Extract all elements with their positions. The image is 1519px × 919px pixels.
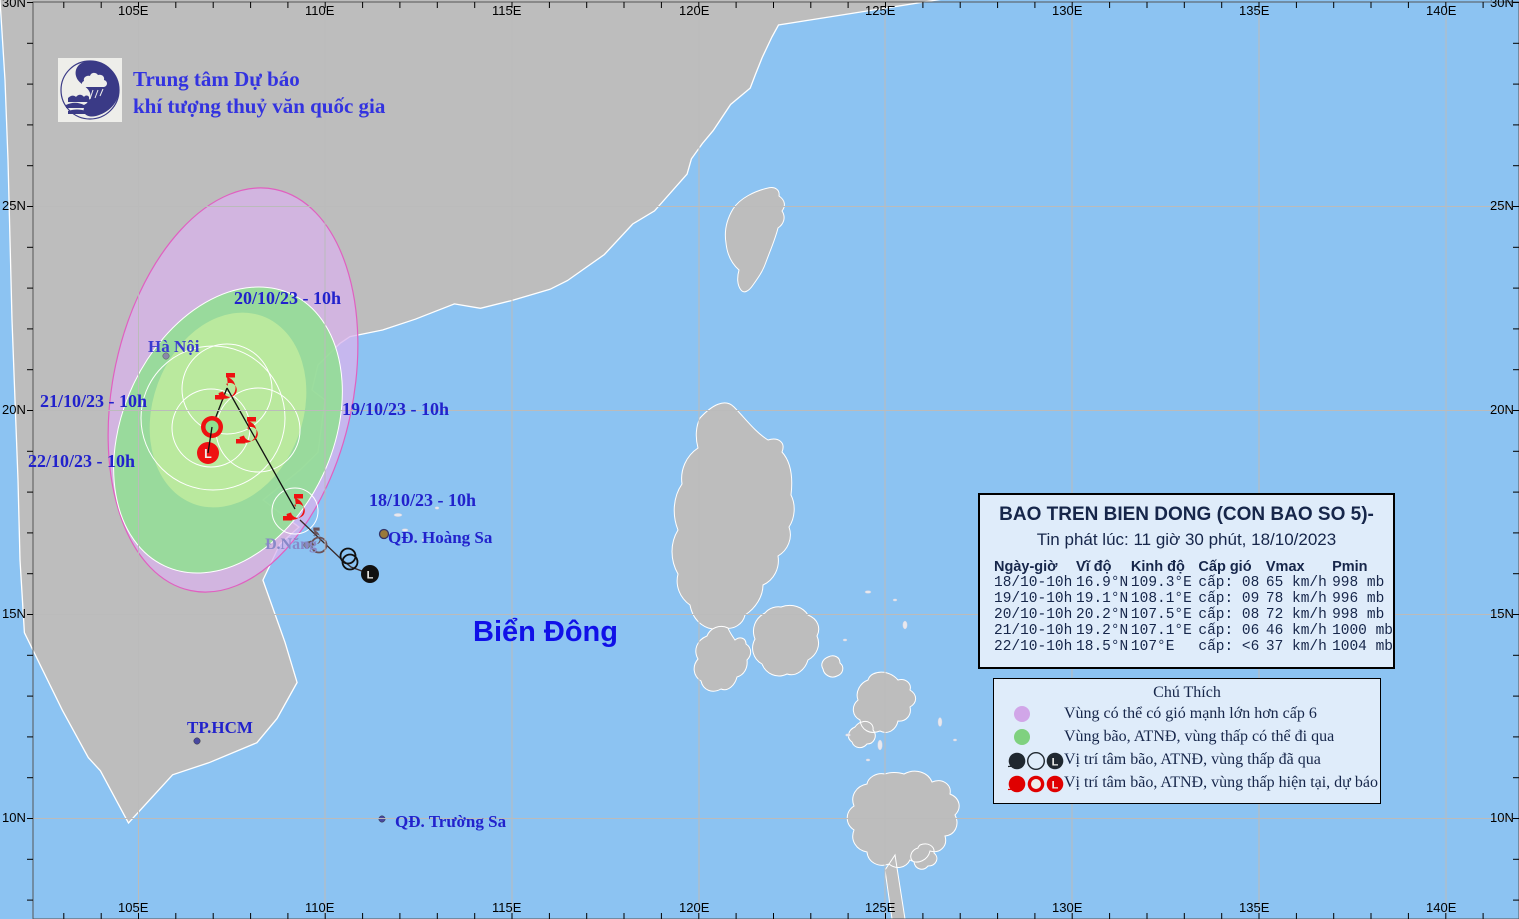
svg-text:L: L	[367, 570, 374, 582]
svg-text:L: L	[1052, 780, 1059, 792]
svg-text:L: L	[1052, 757, 1059, 769]
